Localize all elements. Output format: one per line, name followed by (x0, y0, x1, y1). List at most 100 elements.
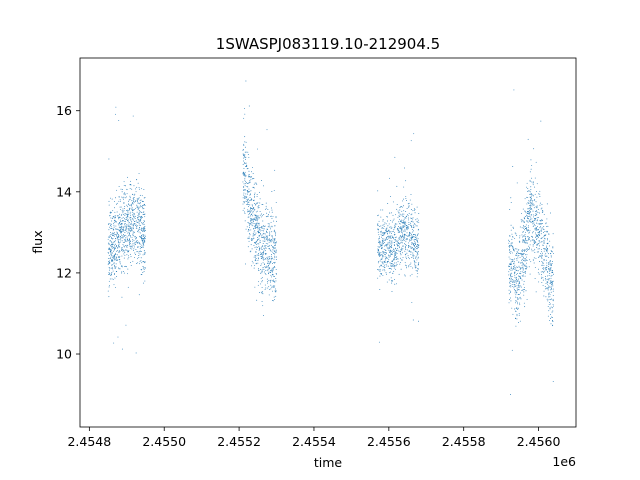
data-point (138, 252, 140, 254)
data-point (407, 217, 409, 219)
data-point (271, 254, 272, 256)
data-point (112, 232, 114, 234)
data-point (532, 245, 534, 247)
data-point (385, 229, 387, 231)
data-point (144, 203, 145, 205)
data-point (124, 193, 126, 195)
data-point (539, 227, 541, 229)
data-point (528, 190, 530, 191)
data-point (538, 251, 540, 253)
data-point (522, 274, 524, 276)
data-point (415, 262, 417, 264)
data-point (532, 214, 534, 216)
data-point (118, 237, 120, 239)
data-point (547, 315, 549, 317)
data-point (546, 264, 548, 266)
data-point (413, 223, 415, 225)
data-point (126, 193, 128, 195)
data-point (410, 224, 411, 226)
data-point (114, 216, 116, 218)
data-point (135, 236, 136, 238)
data-point (404, 274, 406, 276)
data-point (545, 252, 547, 254)
data-point (143, 211, 145, 213)
data-point (531, 197, 533, 199)
data-point (382, 240, 384, 242)
data-point (139, 218, 141, 220)
data-point (262, 240, 264, 242)
data-point (394, 233, 396, 235)
data-point (515, 233, 517, 235)
data-point (274, 261, 276, 263)
data-point (379, 275, 381, 277)
data-point (110, 245, 112, 247)
data-point (112, 260, 114, 262)
data-point (377, 251, 379, 253)
data-point (257, 228, 259, 230)
data-point (512, 246, 514, 248)
data-point (127, 209, 129, 211)
data-point (125, 225, 127, 227)
data-point (382, 220, 384, 222)
data-point (261, 234, 263, 236)
data-point (521, 261, 523, 263)
data-point (534, 266, 536, 268)
data-point (414, 236, 416, 238)
data-point (116, 250, 118, 252)
data-point (523, 235, 525, 237)
data-point (534, 241, 536, 243)
data-point (245, 189, 246, 191)
data-point (107, 290, 109, 292)
data-point (527, 220, 529, 222)
data-point (116, 221, 117, 223)
data-point (552, 298, 554, 300)
data-point (389, 212, 391, 214)
data-point (551, 317, 553, 318)
data-point (260, 246, 262, 248)
data-point (125, 217, 127, 219)
data-point (140, 260, 142, 262)
data-point (143, 240, 145, 242)
data-point (523, 302, 525, 304)
data-point (396, 258, 398, 260)
data-point (247, 211, 249, 213)
data-point (255, 182, 257, 184)
data-point (397, 249, 399, 251)
data-point (515, 285, 517, 287)
data-point (409, 232, 411, 234)
data-point (108, 244, 110, 246)
data-point (271, 286, 273, 288)
data-point (415, 239, 417, 240)
data-point (379, 271, 381, 273)
data-point (381, 245, 383, 247)
data-point (383, 253, 385, 255)
data-point (383, 226, 385, 227)
data-point (378, 255, 380, 257)
data-point (117, 215, 119, 217)
data-point (244, 179, 246, 181)
data-point (138, 216, 140, 217)
data-point (270, 215, 272, 217)
data-point (108, 236, 110, 238)
data-point (263, 263, 265, 265)
data-point (400, 220, 402, 222)
data-point (384, 270, 386, 272)
data-point (244, 108, 245, 110)
data-point (261, 215, 263, 217)
data-point (401, 236, 403, 238)
data-point (397, 229, 399, 231)
data-point (252, 219, 254, 220)
data-point (117, 247, 119, 249)
data-point (257, 259, 259, 261)
data-point (508, 242, 510, 244)
data-point (515, 325, 517, 327)
data-point (112, 234, 114, 236)
data-point (508, 249, 510, 251)
data-point (516, 313, 518, 315)
data-point (112, 250, 114, 252)
data-point (248, 240, 250, 242)
data-point (144, 231, 146, 233)
data-point (511, 349, 513, 351)
data-point (398, 212, 400, 214)
data-point (268, 280, 270, 282)
